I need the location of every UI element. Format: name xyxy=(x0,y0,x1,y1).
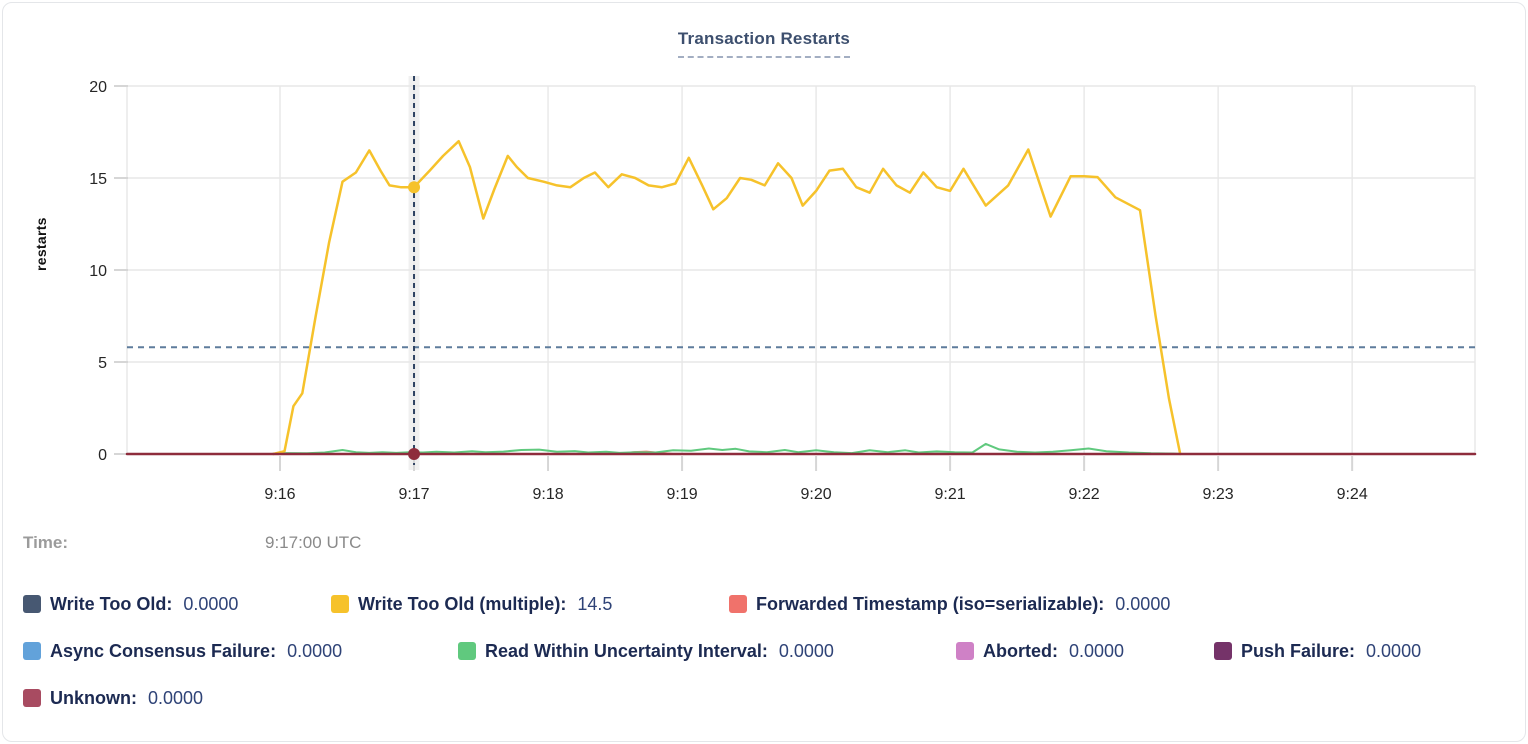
legend-item: Write Too Old (multiple): 14.5 xyxy=(331,594,729,615)
legend-swatch-icon xyxy=(956,642,974,660)
x-tick-label: 9:20 xyxy=(801,486,832,503)
y-tick-label: 0 xyxy=(98,447,107,464)
legend-label: Write Too Old: xyxy=(50,593,173,614)
legend-label: Push Failure: xyxy=(1241,640,1356,661)
legend-value: 0.0000 xyxy=(1366,640,1422,661)
x-tick-label: 9:19 xyxy=(666,486,697,503)
legend-item: Write Too Old: 0.0000 xyxy=(23,594,331,615)
legend-swatch-icon xyxy=(23,595,41,613)
y-tick-label: 20 xyxy=(89,79,107,96)
chart-title[interactable]: Transaction Restarts xyxy=(677,29,851,58)
chart-header: Transaction Restarts xyxy=(3,29,1525,58)
legend-item: Forwarded Timestamp (iso=serializable): 0… xyxy=(729,594,1170,615)
legend-row: Unknown: 0.0000 xyxy=(3,683,1525,713)
hover-dot xyxy=(408,448,421,460)
x-tick-label: 9:22 xyxy=(1069,486,1100,503)
y-tick-label: 10 xyxy=(89,263,107,280)
legend-item: Async Consensus Failure: 0.0000 xyxy=(23,641,458,662)
hover-dot xyxy=(408,181,421,194)
legend-label: Read Within Uncertainty Interval: xyxy=(485,640,768,661)
y-tick-label: 15 xyxy=(89,171,107,188)
legend-item: Push Failure: 0.0000 xyxy=(1214,641,1421,662)
y-tick-label: 5 xyxy=(98,355,107,372)
x-tick-label: 9:23 xyxy=(1203,486,1234,503)
legend-item: Aborted: 0.0000 xyxy=(956,641,1214,662)
legend-value: 0.0000 xyxy=(287,640,343,661)
legend-row: Async Consensus Failure: 0.0000 Read Withi… xyxy=(3,636,1525,666)
chart-plot-area[interactable]: 0 5 10 15 20 9:16 9:17 9:18 9:19 9:20 9:21 9:22 9:23… xyxy=(3,3,1526,519)
time-label: Time: xyxy=(23,533,69,552)
hover-time-row: Time: 9:17:00 UTC xyxy=(3,533,1525,557)
legend-value: 0.0000 xyxy=(148,687,204,708)
x-tick-label: 9:21 xyxy=(935,486,966,503)
legend-value: 0.0000 xyxy=(778,640,834,661)
x-tick-label: 9:24 xyxy=(1337,486,1368,503)
legend-value: 0.0000 xyxy=(1069,640,1125,661)
legend-swatch-icon xyxy=(23,642,41,660)
legend-item: Read Within Uncertainty Interval: 0.0000 xyxy=(458,641,956,662)
legend-swatch-icon xyxy=(23,689,41,707)
legend-value: 0.0000 xyxy=(183,593,239,614)
legend-swatch-icon xyxy=(729,595,747,613)
legend-label: Forwarded Timestamp (iso=serializable): xyxy=(756,593,1105,614)
legend-value: 0.0000 xyxy=(1115,593,1171,614)
time-value: 9:17:00 UTC xyxy=(265,533,362,552)
legend-swatch-icon xyxy=(1214,642,1232,660)
legend-label: Aborted: xyxy=(983,640,1058,661)
legend-label: Async Consensus Failure: xyxy=(50,640,277,661)
x-tick-label: 9:17 xyxy=(398,486,429,503)
legend-label: Write Too Old (multiple): xyxy=(358,593,567,614)
x-tick-label: 9:16 xyxy=(264,486,295,503)
legend-value: 14.5 xyxy=(577,593,613,614)
x-tick-label: 9:18 xyxy=(532,486,563,503)
legend-item: Unknown: 0.0000 xyxy=(23,688,203,709)
series-line-write-too-old-multiple xyxy=(272,139,1182,456)
legend-swatch-icon xyxy=(458,642,476,660)
legend-swatch-icon xyxy=(331,595,349,613)
legend-row: Write Too Old: 0.0000 Write Too Old (multi… xyxy=(3,589,1525,619)
legend-label: Unknown: xyxy=(50,687,137,708)
